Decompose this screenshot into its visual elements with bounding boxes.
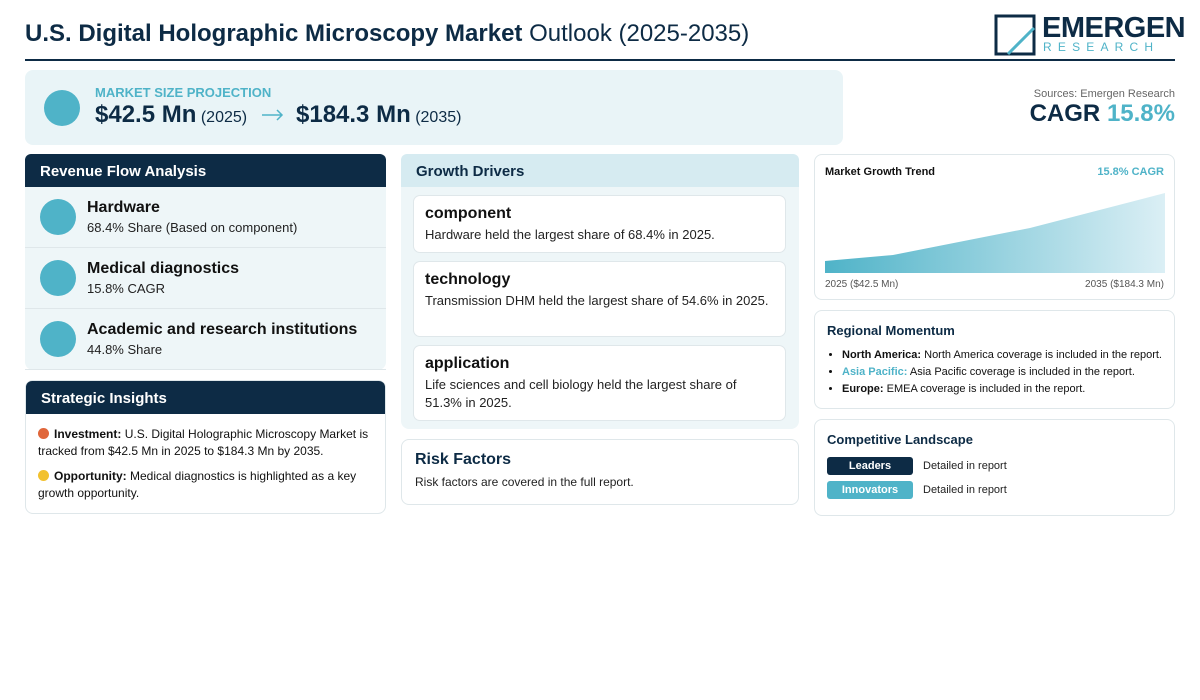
item-name: Medical diagnostics (87, 260, 240, 277)
region-name: North America: (842, 349, 922, 361)
title: U.S. Digital Holographic Microscopy Mark… (25, 20, 749, 48)
cagr-label: CAGR (1029, 100, 1101, 127)
revenue-item: Hardware 68.4% Share (Based on component) (25, 187, 386, 248)
insight-label: Investment: (54, 427, 122, 441)
end-value: $184.3 Mn (296, 101, 411, 128)
region: Asia Pacific: Asia Pacific coverage is i… (842, 364, 1162, 381)
trend-panel: Market Growth Trend 15.8% CAGR 2025 ($42… (814, 154, 1175, 300)
title-rest: Outlook (2025-2035) (529, 20, 750, 47)
insight-label: Opportunity: (54, 469, 127, 483)
item-name: Academic and research institutions (87, 321, 358, 338)
item-icon (40, 199, 76, 235)
regional-panel: Regional Momentum North America: North A… (814, 310, 1175, 409)
region-text: North America coverage is included in th… (924, 349, 1162, 361)
trend-end: 2035 ($184.3 Mn) (1085, 279, 1164, 290)
badge-text: Detailed in report (923, 460, 1007, 472)
competitive-title: Competitive Landscape (827, 432, 973, 447)
arrow (261, 109, 283, 121)
risk-title: Risk Factors (415, 451, 512, 468)
revenue-panel: Revenue Flow Analysis Hardware 68.4% Shar… (25, 154, 386, 370)
trend-cagr: 15.8% CAGR (1097, 166, 1164, 178)
driver-card: application Life sciences and cell biolog… (413, 345, 786, 421)
panel-title: Growth Drivers (401, 154, 799, 187)
region-name: Europe: (842, 383, 884, 395)
item-detail: 68.4% Share (Based on component) (87, 220, 298, 235)
title-bold: U.S. Digital Holographic Microscopy Mark… (25, 20, 523, 47)
item-icon (40, 321, 76, 357)
region-text: EMEA coverage is included in the report. (886, 383, 1086, 395)
cagr-value: 15.8% (1106, 100, 1175, 127)
insight: Investment: U.S. Digital Holographic Mic… (38, 426, 373, 460)
trend-start: 2025 ($42.5 Mn) (825, 279, 899, 290)
logo-icon (994, 14, 1036, 56)
rule (25, 59, 1175, 61)
risk-text: Risk factors are covered in the full rep… (415, 475, 634, 489)
insight-icon (38, 428, 49, 439)
insight-text: U.S. Digital Holographic Microscopy Mark… (38, 427, 369, 458)
badge: Leaders (827, 457, 913, 475)
item-detail: 15.8% CAGR (87, 281, 166, 296)
start-value: $42.5 Mn (95, 101, 197, 128)
badge: Innovators (827, 481, 913, 499)
insight-icon (38, 470, 49, 481)
competitive-panel: Competitive Landscape Leaders Detailed in… (814, 419, 1175, 516)
end-year: (2035) (415, 109, 462, 126)
driver-card: technology Transmission DHM held the larg… (413, 261, 786, 337)
sources: Sources: Emergen Research (1033, 88, 1175, 100)
competitor-row: Leaders Detailed in report (827, 454, 1162, 478)
insight-text: Medical diagnostics is highlighted as a … (38, 469, 357, 500)
cagr: CAGR 15.8% (1030, 100, 1175, 128)
item-icon (40, 260, 76, 296)
driver-text: Life sciences and cell biology held the … (425, 377, 737, 410)
driver-text: Transmission DHM held the largest share … (425, 293, 769, 308)
region-name: Asia Pacific: (842, 366, 908, 378)
panel-title: Revenue Flow Analysis (25, 154, 386, 187)
item-name: Hardware (87, 199, 160, 216)
projection-values: $42.5 Mn (2025) $184.3 Mn (2035) (95, 101, 461, 129)
revenue-item: Academic and research institutions 44.8% … (25, 309, 386, 370)
trend-title: Market Growth Trend (825, 166, 936, 178)
region-text: Asia Pacific coverage is included in the… (909, 366, 1135, 378)
insights-panel: Strategic Insights Investment: U.S. Digi… (25, 380, 386, 514)
region: North America: North America coverage is… (842, 347, 1162, 364)
projection-icon (44, 90, 80, 126)
driver-name: application (425, 355, 510, 372)
item-detail: 44.8% Share (87, 342, 163, 357)
panel-title: Strategic Insights (26, 381, 385, 414)
driver-name: component (425, 205, 512, 222)
region: Europe: EMEA coverage is included in the… (842, 381, 1162, 398)
start-year: (2025) (200, 109, 248, 126)
driver-card: component Hardware held the largest share… (413, 195, 786, 253)
revenue-item: Medical diagnostics 15.8% CAGR (25, 248, 386, 309)
risk-panel: Risk Factors Risk factors are covered in… (401, 439, 799, 505)
projection: MARKET SIZE PROJECTION $42.5 Mn (2025) $… (25, 70, 843, 145)
logo-sub: RESEARCH (1043, 40, 1160, 54)
driver-name: technology (425, 271, 511, 288)
projection-label: MARKET SIZE PROJECTION (95, 85, 272, 100)
competitor-row: Innovators Detailed in report (827, 478, 1162, 502)
logo-name: EMERGEN (1042, 12, 1186, 44)
regional-title: Regional Momentum (827, 323, 955, 338)
trend-area (825, 193, 1165, 273)
badge-text: Detailed in report (923, 484, 1007, 496)
drivers-panel: Growth Drivers component Hardware held th… (401, 154, 799, 429)
insight: Opportunity: Medical diagnostics is high… (38, 468, 373, 502)
driver-text: Hardware held the largest share of 68.4%… (425, 227, 715, 242)
